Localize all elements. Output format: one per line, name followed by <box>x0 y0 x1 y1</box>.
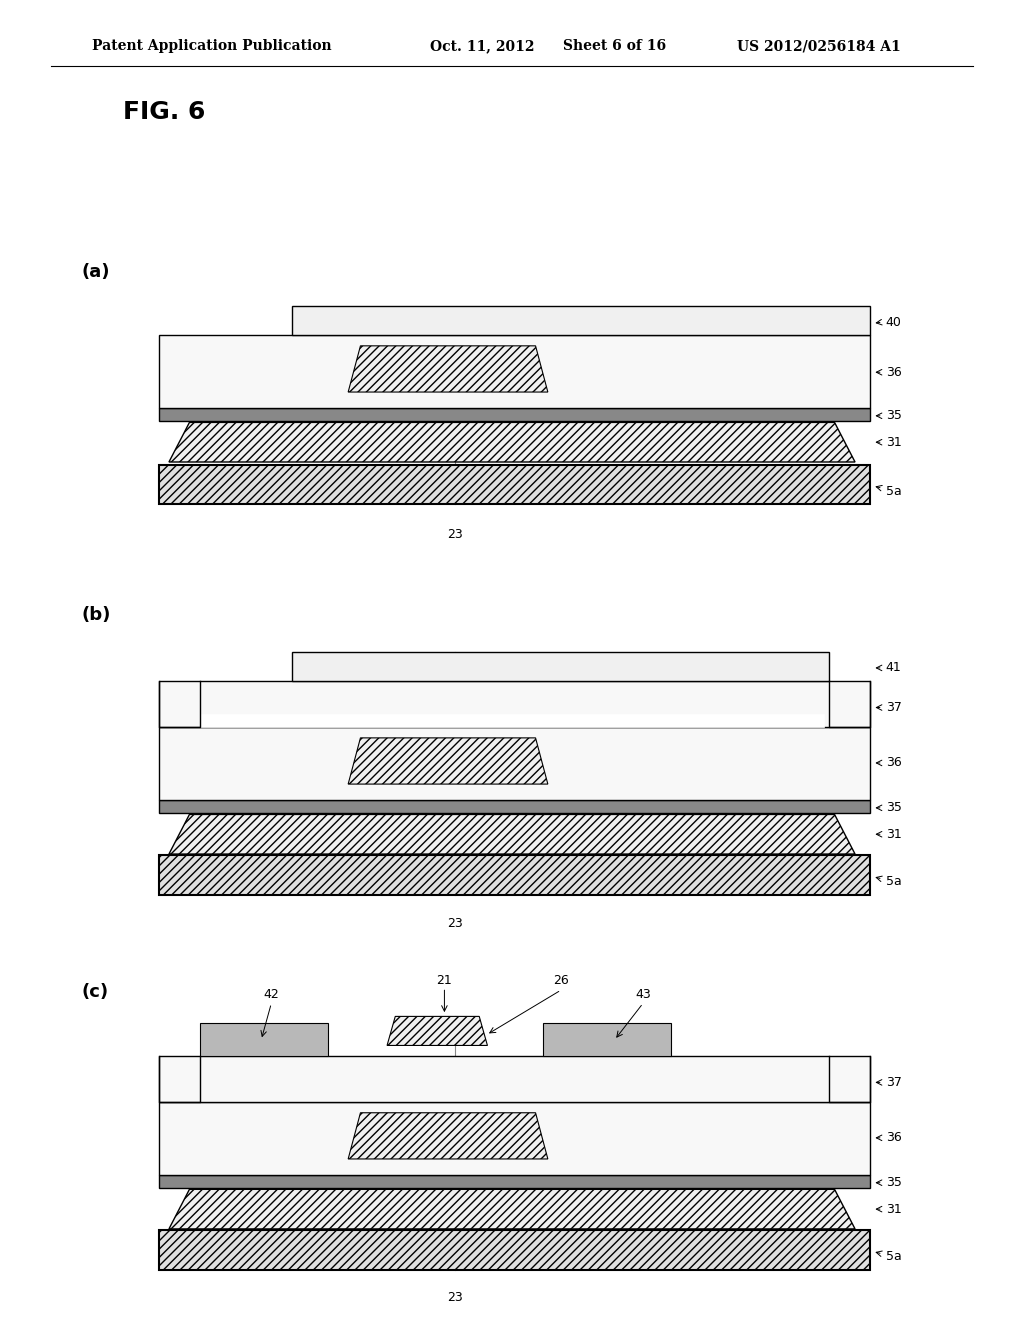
Text: 21: 21 <box>436 974 453 987</box>
Text: FIG. 6: FIG. 6 <box>123 100 205 124</box>
Polygon shape <box>169 814 855 854</box>
Bar <box>159 800 870 813</box>
Bar <box>159 681 870 727</box>
Bar <box>543 1023 671 1056</box>
Text: 31: 31 <box>886 436 901 449</box>
Polygon shape <box>348 346 548 392</box>
Bar <box>200 1023 328 1056</box>
Text: 35: 35 <box>886 801 902 814</box>
Text: 36: 36 <box>886 366 901 379</box>
Text: (c): (c) <box>82 982 109 1001</box>
Text: 26: 26 <box>553 974 569 987</box>
Polygon shape <box>348 738 548 784</box>
Text: 23: 23 <box>446 1291 463 1304</box>
Text: 41: 41 <box>886 661 901 675</box>
Text: 5a: 5a <box>886 484 901 498</box>
Text: Oct. 11, 2012: Oct. 11, 2012 <box>430 40 535 53</box>
Bar <box>159 727 870 800</box>
Text: 36: 36 <box>886 756 901 770</box>
Text: 35: 35 <box>886 409 902 422</box>
Bar <box>159 1056 870 1102</box>
Text: 37: 37 <box>886 701 902 714</box>
Bar <box>159 1102 870 1175</box>
Polygon shape <box>348 1113 548 1159</box>
Bar <box>292 652 829 681</box>
Text: 37: 37 <box>886 1076 902 1089</box>
Text: 23: 23 <box>446 528 463 541</box>
Text: 36: 36 <box>886 1131 901 1144</box>
Text: 23: 23 <box>446 917 463 931</box>
Bar <box>159 855 870 895</box>
Polygon shape <box>169 422 855 462</box>
Bar <box>159 408 870 421</box>
Text: (b): (b) <box>82 606 112 624</box>
Text: Patent Application Publication: Patent Application Publication <box>92 40 332 53</box>
Bar <box>159 1230 870 1270</box>
Bar <box>159 335 870 408</box>
Bar <box>200 714 824 727</box>
Polygon shape <box>169 1189 855 1229</box>
Text: 43: 43 <box>635 987 651 1001</box>
Text: Sheet 6 of 16: Sheet 6 of 16 <box>563 40 667 53</box>
Text: 5a: 5a <box>886 875 901 888</box>
Bar <box>292 306 870 335</box>
Polygon shape <box>387 1016 487 1045</box>
Bar <box>159 465 870 504</box>
Bar <box>159 1175 870 1188</box>
Text: 5a: 5a <box>886 1250 901 1263</box>
Text: 42: 42 <box>263 987 280 1001</box>
Text: 31: 31 <box>886 1203 901 1216</box>
Text: US 2012/0256184 A1: US 2012/0256184 A1 <box>737 40 901 53</box>
Text: 40: 40 <box>886 315 902 329</box>
Text: 31: 31 <box>886 828 901 841</box>
Text: (a): (a) <box>82 263 111 281</box>
Text: 35: 35 <box>886 1176 902 1189</box>
